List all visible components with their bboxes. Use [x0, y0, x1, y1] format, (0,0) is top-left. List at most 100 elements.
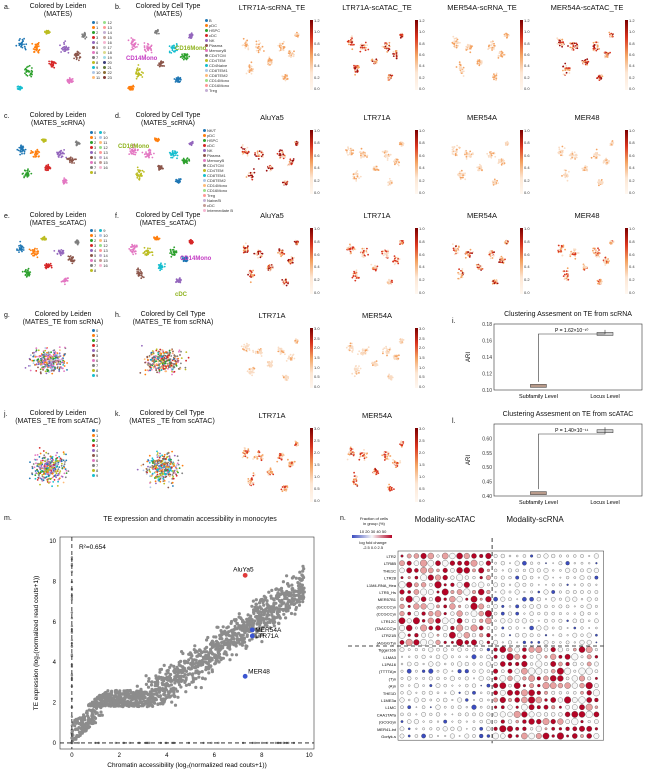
- scatter-point: [287, 606, 292, 610]
- legend-swatch: [99, 166, 103, 169]
- colorbar-ticks: 1.2 1.0 0.8 0.6 0.4 0.2 0.0: [314, 18, 320, 97]
- legend-item: 3: [92, 443, 98, 448]
- dotplot-dot: [479, 618, 484, 623]
- colorbar-tick: 0.8: [314, 238, 320, 244]
- colorbar-tick: 1.2: [314, 18, 320, 23]
- scatter-point: [233, 633, 237, 637]
- legend-label: 21: [107, 65, 112, 70]
- legend-swatch: [90, 156, 93, 159]
- scatter-point: [163, 697, 167, 701]
- dotplot-dot: [499, 725, 507, 733]
- dotplot-dot: [522, 596, 527, 602]
- colorbar-tick: 0.4: [524, 264, 530, 270]
- dotplot-dot: [580, 590, 584, 594]
- scatter-point: [257, 634, 261, 638]
- colorbar-tick: 0.4: [419, 63, 425, 69]
- dotplot-dot: [515, 618, 520, 623]
- scatter-point: [265, 609, 270, 613]
- scatter-point: [267, 613, 271, 617]
- scatter-point: [217, 741, 220, 745]
- legend-label: Naive/B: [207, 198, 222, 203]
- legend-label: CD8TEM2: [207, 178, 226, 183]
- scatter-point: [225, 626, 229, 630]
- dotplot-dot: [551, 605, 555, 608]
- scatter-point: [150, 680, 154, 684]
- scatter-point: [127, 692, 131, 696]
- colorbar-ticks: 1.0 0.8 0.6 0.4 0.2 0.0: [524, 128, 530, 202]
- scatter-point: [276, 607, 280, 611]
- dotplot-dot: [406, 567, 413, 574]
- legend-item: CD16Mono: [203, 188, 233, 193]
- legend-item: 0: [90, 228, 96, 233]
- dotplot-dot: [579, 725, 585, 732]
- legend-item: 14: [99, 155, 108, 160]
- dotplot-dot: [443, 612, 447, 616]
- heat-umap-title: AluYa5: [260, 113, 284, 122]
- highlight-point: [242, 572, 248, 578]
- scatter-point: [103, 691, 107, 695]
- dotplot-dot: [451, 720, 454, 723]
- y-tick-label: 8: [53, 579, 57, 585]
- dotplot-dot: [571, 704, 578, 711]
- dotplot-dot: [456, 552, 463, 560]
- dotplot-dot: [514, 582, 520, 588]
- scatter-point: [221, 625, 225, 629]
- scatter-point: [291, 593, 295, 597]
- x-tick-label: Locus Level: [590, 394, 619, 400]
- dotplot-dot: [436, 676, 440, 681]
- dotplot-dot: [450, 611, 455, 616]
- colorbar-tick: 0.8: [314, 40, 320, 46]
- heat-umap-title: MER48: [574, 113, 600, 122]
- scatter-point: [220, 641, 224, 645]
- dotplot-dot: [587, 720, 591, 724]
- colorbar-tick: 0.2: [524, 74, 530, 80]
- dotplot-dot: [478, 625, 484, 631]
- dotplot-dot: [544, 690, 548, 695]
- dotplot-row-label: L1ME3a: [381, 698, 397, 703]
- dotplot-dot: [528, 732, 535, 740]
- dotplot-dot: [473, 699, 475, 701]
- scatter-point: [278, 592, 283, 597]
- dotplot-dot: [421, 619, 426, 623]
- dotplot-dot: [464, 575, 469, 580]
- dotplot-dot: [465, 706, 468, 709]
- legend-swatch: [92, 439, 95, 442]
- dotplot-dot: [422, 677, 425, 680]
- dotplot-dot: [434, 610, 442, 617]
- dotplot-dot: [464, 661, 469, 666]
- legend-item: 3: [90, 145, 96, 150]
- dotplot-dot: [422, 662, 425, 666]
- colorbar-tick: 3.0: [419, 426, 425, 431]
- y-tick-label: 0.16: [482, 339, 492, 345]
- scatter-point: [289, 602, 293, 606]
- legend-item: CD4TEM: [203, 168, 233, 173]
- dotplot-dot: [501, 641, 504, 644]
- dotplot-dot: [400, 677, 404, 680]
- dotplot-dot: [530, 662, 534, 666]
- dotplot-dot: [472, 568, 476, 573]
- scatter-point: [161, 702, 165, 706]
- legend-label: CD4TEM: [209, 58, 226, 63]
- dotplot-dot: [551, 641, 555, 644]
- dotplot-dot: [594, 655, 599, 659]
- dotplot-dot: [486, 669, 491, 673]
- colorbar-tick: 0.0: [629, 189, 635, 195]
- legend-item: 9: [92, 65, 100, 70]
- legend-label: 8: [94, 268, 97, 273]
- legend-item: Naive/B: [203, 198, 233, 203]
- legend-item: 5: [90, 155, 96, 160]
- box-chart-i: Clustering Assesment on TE from scRNA0.1…: [466, 311, 643, 400]
- scatter-point: [290, 588, 294, 592]
- legend-swatch: [90, 254, 93, 257]
- dotplot-dot: [493, 690, 498, 696]
- dotplot-dot: [550, 647, 556, 653]
- dotplot-dot: [486, 734, 491, 738]
- scatter-point: [125, 695, 129, 699]
- dotplot-dot: [580, 655, 584, 659]
- scatter-point: [149, 702, 153, 707]
- dotplot-row-label: L1MA3: [383, 655, 396, 660]
- y-tick-label: 0.60: [482, 436, 492, 442]
- scatter-point: [70, 638, 74, 642]
- legend-leiden-e: 0 1 2 3 4 5 6 7 8 9 10 11 12 13 14 15 16: [90, 228, 108, 273]
